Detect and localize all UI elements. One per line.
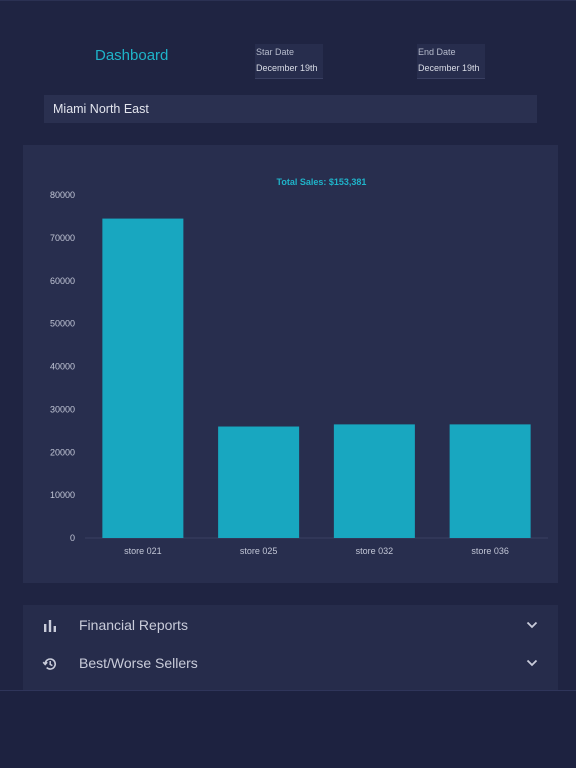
bar	[218, 426, 300, 538]
location-selector[interactable]: Miami North East	[44, 95, 537, 123]
start-date-label: Star Date	[256, 47, 295, 57]
page-title: Dashboard	[95, 47, 169, 64]
history-icon	[42, 658, 56, 670]
accordion-item-best-worse-sellers[interactable]: Best/Worse Sellers	[23, 644, 558, 683]
sales-bar-chart: Total Sales: $153,381 0 10000 20000 30000 400…	[50, 177, 548, 556]
chevron-down-icon[interactable]	[526, 658, 538, 668]
y-tick-label: 30000	[50, 404, 75, 414]
chart-title: Total Sales: $153,381	[277, 177, 367, 187]
start-date-picker[interactable]: Star Date December 19th	[255, 44, 323, 79]
bar	[333, 424, 415, 538]
y-tick-label: 0	[70, 533, 75, 543]
y-tick-label: 20000	[50, 447, 75, 457]
accordion-label: Financial Reports	[79, 617, 188, 633]
bar	[102, 218, 184, 539]
accordion-label: Best/Worse Sellers	[79, 655, 198, 671]
y-tick-label: 80000	[50, 190, 75, 200]
y-tick-label: 50000	[50, 319, 75, 329]
y-tick-label: 10000	[50, 490, 75, 500]
y-tick-label: 40000	[50, 362, 75, 372]
bottom-area	[0, 691, 576, 768]
bar	[449, 424, 531, 538]
y-tick-label: 70000	[50, 233, 75, 243]
bottom-divider	[0, 690, 576, 691]
reports-accordion: Financial Reports Best/Worse Sellers	[23, 605, 558, 691]
x-tick-label: store 025	[240, 546, 278, 556]
location-value: Miami North East	[53, 102, 149, 116]
y-tick-label: 60000	[50, 276, 75, 286]
x-tick-label: store 021	[124, 546, 162, 556]
end-date-value: December 19th	[418, 63, 480, 73]
x-tick-label: store 032	[356, 546, 394, 556]
end-date-label: End Date	[418, 47, 456, 57]
x-tick-label: store 036	[471, 546, 509, 556]
sales-chart-card: Total Sales: $153,381 0 10000 20000 30000 400…	[23, 145, 558, 583]
end-date-picker[interactable]: End Date December 19th	[417, 44, 485, 79]
accordion-item-financial-reports[interactable]: Financial Reports	[23, 606, 558, 645]
chevron-down-icon[interactable]	[526, 620, 538, 630]
start-date-value: December 19th	[256, 63, 318, 73]
bar-chart-icon	[44, 620, 56, 632]
top-divider	[0, 0, 576, 1]
